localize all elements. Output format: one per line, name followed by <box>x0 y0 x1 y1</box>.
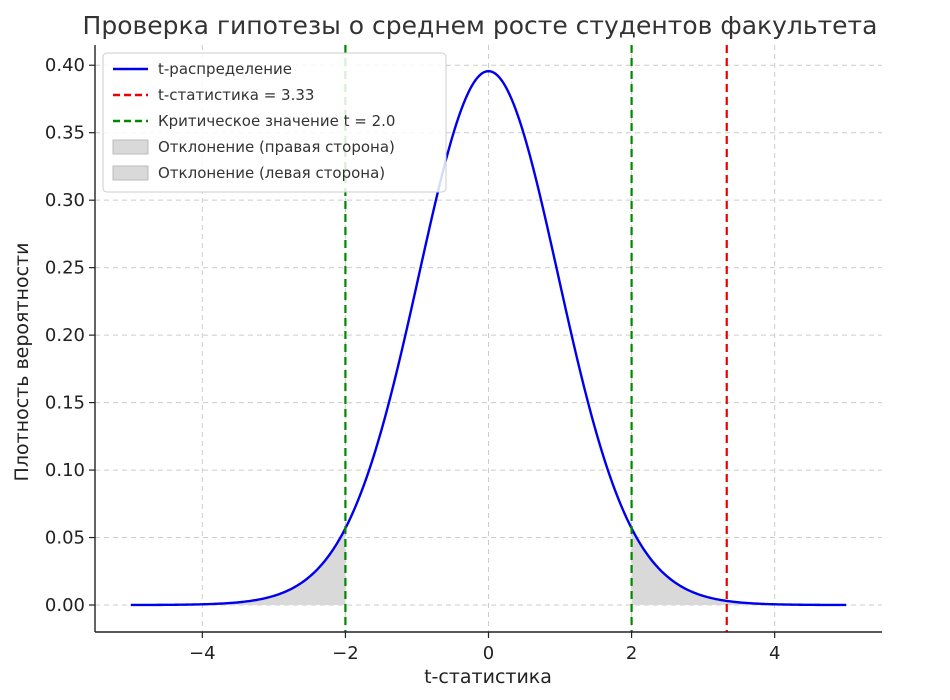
y-tick-label-7: 0.35 <box>45 123 85 144</box>
series-t-distribution <box>130 69 847 607</box>
x-tick-label-1: −2 <box>332 643 359 664</box>
legend-swatch-3 <box>112 139 149 155</box>
rejection-region-0 <box>631 528 847 606</box>
y-tick-label-0: 0.00 <box>45 595 85 616</box>
x-tick-label-3: 2 <box>626 643 637 664</box>
legend-swatch-4 <box>112 165 149 181</box>
legend-label-1: t-статистика = 3.33 <box>158 86 314 104</box>
rejection-region-1 <box>130 528 346 606</box>
y-tick-label-8: 0.40 <box>45 55 85 76</box>
chart-title: Проверка гипотезы о среднем росте студен… <box>83 11 878 40</box>
y-axis-label: Плотность вероятности <box>11 243 33 482</box>
legend-label-3: Отклонение (правая сторона) <box>158 138 395 156</box>
y-tick-label-6: 0.30 <box>45 190 85 211</box>
legend-label-0: t-распределение <box>158 60 292 78</box>
rejection-fill-layer <box>130 528 847 606</box>
x-tick-label-2: 0 <box>483 643 494 664</box>
y-tick-label-5: 0.25 <box>45 258 85 279</box>
ticks-layer: −4 −2 0 2 4 0.00 0.05 0.10 0.15 0.20 0.25 0.30 0.35 0… <box>45 55 780 664</box>
legend-label-2: Критическое значение t = 2.0 <box>158 112 395 130</box>
legend-box <box>102 52 447 193</box>
y-tick-label-4: 0.20 <box>45 325 85 346</box>
x-tick-label-4: 4 <box>769 643 780 664</box>
y-tick-label-1: 0.05 <box>45 528 85 549</box>
y-tick-label-2: 0.10 <box>45 460 85 481</box>
legend-label-4: Отклонение (левая сторона) <box>158 164 385 182</box>
x-tick-label-0: −4 <box>189 643 216 664</box>
x-axis-label: t-статистика <box>424 666 552 688</box>
legend: t-распределение t-статистика = 3.33 Критич… <box>102 52 447 193</box>
y-tick-label-3: 0.15 <box>45 393 85 414</box>
